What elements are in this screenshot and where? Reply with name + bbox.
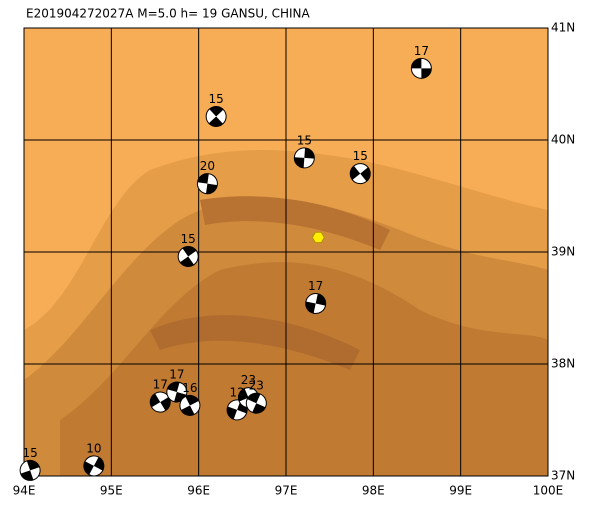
x-tick-label: 100E — [533, 484, 564, 498]
y-tick-label: 37N — [551, 469, 575, 483]
beachball — [179, 394, 201, 416]
map-title: E201904272027A M=5.0 h= 19 GANSU, CHINA — [26, 7, 311, 21]
beachball — [196, 173, 218, 195]
beachball-quadrant — [167, 382, 180, 392]
beachball — [293, 147, 315, 169]
beachball-quadrant — [93, 457, 104, 471]
beachball-quadrant — [182, 246, 197, 257]
epicenter — [311, 231, 325, 244]
depth-label: 17 — [153, 378, 168, 392]
beachball-quadrant — [209, 106, 224, 117]
beachball-quadrant — [350, 165, 361, 180]
beachball — [349, 163, 371, 185]
depth-label: 15 — [297, 133, 312, 147]
x-tick-label: 98E — [362, 484, 385, 498]
beachball-quadrant — [208, 116, 223, 127]
beachball-quadrant — [150, 393, 161, 408]
x-tick-label: 94E — [13, 484, 36, 498]
beachball — [245, 392, 267, 414]
beachball-quadrant — [20, 470, 34, 481]
depth-label: 15 — [181, 232, 196, 246]
beachball — [83, 455, 105, 477]
beachball — [410, 57, 432, 79]
beachball-quadrant — [179, 256, 194, 267]
depth-label: 17 — [308, 279, 323, 293]
beachball-quadrant — [294, 157, 305, 168]
beachball-quadrant — [185, 395, 199, 406]
depth-label: 10 — [86, 441, 101, 455]
depth-label: 23 — [249, 379, 264, 393]
beachball-quadrant — [252, 403, 266, 414]
x-tick-label: 99E — [449, 484, 472, 498]
depth-label: 17 — [414, 44, 429, 58]
beachball — [205, 105, 227, 127]
beachball — [177, 245, 199, 267]
x-tick-label: 97E — [275, 484, 298, 498]
depth-label: 20 — [200, 159, 215, 173]
y-tick-label: 39N — [551, 245, 575, 259]
beachball-quadrant — [227, 406, 238, 420]
y-tick-label: 41N — [551, 21, 575, 35]
beachball-quadrant — [247, 393, 261, 404]
x-tick-label: 96E — [187, 484, 210, 498]
depth-label: 16 — [182, 381, 197, 395]
depth-label: 23 — [241, 373, 256, 387]
x-tick-label: 95E — [100, 484, 123, 498]
beachball-quadrant — [181, 405, 195, 416]
beachball-quadrant — [304, 147, 315, 159]
beachball-quadrant — [83, 461, 94, 475]
beachball-quadrant — [360, 167, 371, 182]
depth-label: 15 — [353, 149, 368, 163]
depth-label: 15 — [22, 446, 37, 460]
depth-label: 17 — [169, 368, 184, 382]
y-tick-label: 40N — [551, 133, 575, 147]
beachball-quadrant — [411, 58, 422, 69]
beachball-quadrant — [26, 460, 40, 471]
beachball — [149, 391, 171, 413]
beachball — [305, 293, 327, 315]
beachball — [19, 459, 41, 481]
beachball-quadrant — [197, 173, 209, 184]
depth-label: 15 — [208, 92, 223, 106]
beachball-quadrant — [160, 396, 171, 411]
beachball-quadrant — [305, 301, 316, 314]
beachball-quadrant — [315, 293, 326, 306]
beachball-quadrant — [206, 183, 218, 194]
y-tick-label: 38N — [551, 357, 575, 371]
beachball-quadrant — [238, 388, 249, 402]
beachball-quadrant — [421, 68, 432, 79]
